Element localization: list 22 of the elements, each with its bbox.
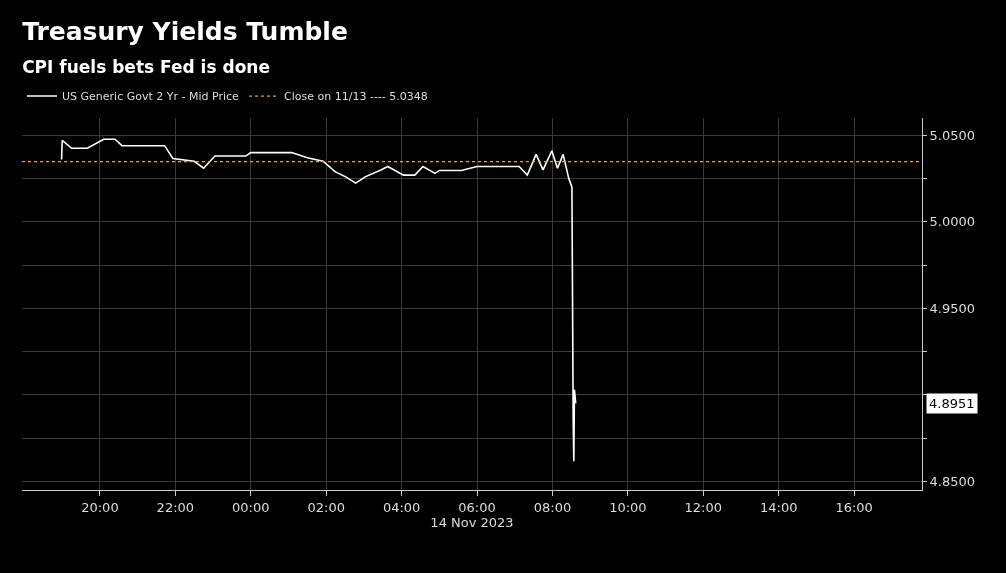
line-series	[60, 138, 577, 463]
x-tick-label: 20:00	[81, 499, 119, 515]
x-tick-label: 08:00	[533, 499, 572, 515]
x-tick-label: 14:00	[759, 499, 798, 515]
legend-label: Close on 11/13 ---- 5.0348	[284, 90, 428, 104]
x-tick-label: 00:00	[232, 499, 270, 515]
y-tick-label: 5.0500	[929, 127, 976, 143]
x-tick-label: 22:00	[156, 499, 195, 515]
x-tick-label: 12:00	[684, 499, 723, 515]
y-tick-label: 4.8500	[929, 473, 976, 489]
x-tick-label: 02:00	[307, 499, 345, 515]
x-axis-title: 14 Nov 2023	[430, 514, 514, 530]
y-tick-label: 5.0000	[929, 214, 976, 230]
text: 4.8951	[929, 396, 975, 411]
x-tick-label: 06:00	[458, 499, 496, 515]
y-tick-label: 4.9500	[929, 300, 976, 316]
chart-subtitle: CPI fuels bets Fed is done	[22, 56, 270, 77]
x-tick-label: 10:00	[609, 499, 647, 515]
legend-label: US Generic Govt 2 Yr - Mid Price	[62, 90, 240, 104]
chart-title: Treasury Yields Tumble	[22, 17, 348, 47]
x-tick-label: 04:00	[382, 499, 421, 515]
x-tick-label: 16:00	[835, 499, 873, 515]
